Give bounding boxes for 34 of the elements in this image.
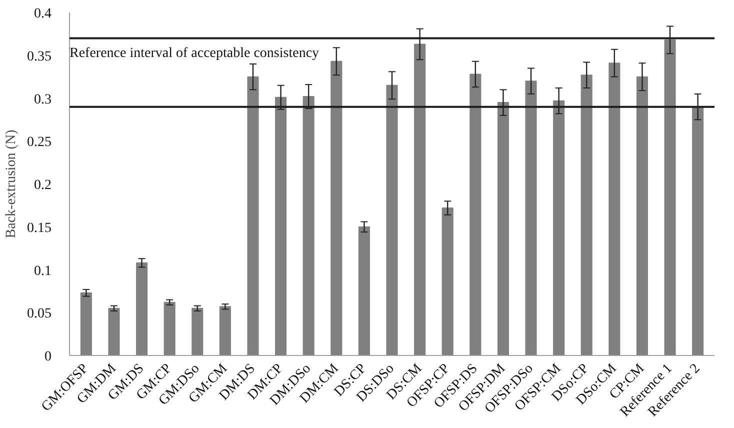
bar (80, 292, 92, 356)
y-tick-label: 0.15 (27, 220, 52, 236)
y-axis-title: Back-extrusion (N) (4, 129, 19, 238)
bar (358, 226, 370, 356)
y-tick-label: 0.4 (34, 6, 52, 22)
bar (636, 76, 648, 356)
y-tick-label: 0.2 (34, 178, 52, 193)
bar (442, 208, 454, 356)
bar (414, 44, 426, 356)
bar (164, 302, 176, 356)
bar (330, 60, 342, 356)
bar (386, 84, 398, 356)
bar (108, 308, 120, 356)
bar (470, 74, 482, 356)
y-tick-label: 0 (44, 350, 52, 364)
bar (580, 74, 592, 356)
y-tick-label: 0.05 (27, 306, 52, 322)
bar (192, 308, 204, 356)
bar (692, 106, 704, 356)
bar (302, 96, 314, 356)
bar (553, 100, 565, 356)
bar (219, 306, 231, 356)
y-tick-label: 0.25 (27, 135, 52, 150)
bar (247, 76, 259, 356)
bar (525, 80, 537, 356)
bar (497, 102, 509, 356)
y-tick-label: 0.35 (27, 49, 52, 64)
bar (664, 39, 676, 356)
y-tick-label: 0.3 (34, 92, 52, 108)
y-tick-label: 0.1 (34, 264, 52, 279)
bar (275, 96, 287, 356)
bar (136, 262, 148, 356)
bar (608, 62, 620, 356)
annotation: Reference interval of acceptable consistency (70, 46, 320, 62)
